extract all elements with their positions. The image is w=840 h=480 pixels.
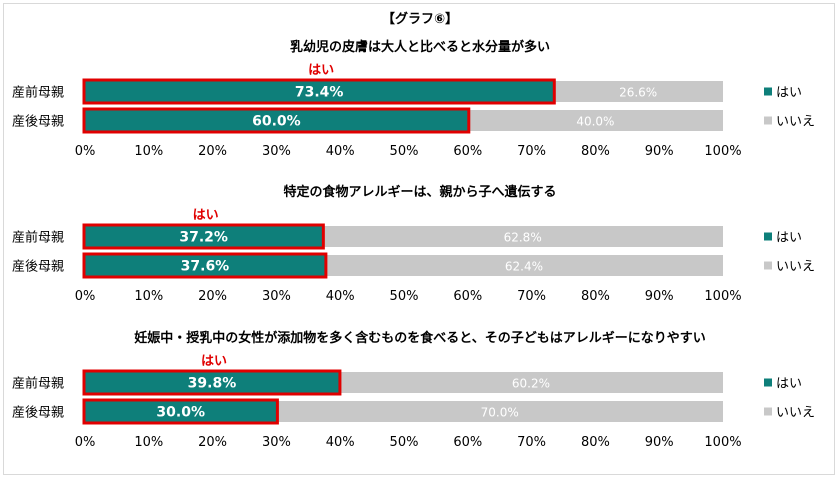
legend-swatch xyxy=(764,87,772,96)
bar-yes-highlight xyxy=(82,252,328,279)
legend-swatch xyxy=(764,232,772,241)
bar-yes-highlight xyxy=(82,107,471,134)
data-label-no: 62.8% xyxy=(504,231,542,245)
x-tick-label: 30% xyxy=(262,435,291,450)
data-label-yes: 39.8% xyxy=(188,376,237,392)
x-tick-label: 20% xyxy=(198,144,227,159)
panel-title: 妊娠中・授乳中の女性が添加物を多く含むものを食べると、その子どもはアレルギーにな… xyxy=(134,330,705,346)
x-tick-label: 30% xyxy=(262,144,291,159)
x-tick-label: 30% xyxy=(262,289,291,304)
bar-yes-highlight xyxy=(82,223,325,250)
data-label-no: 70.0% xyxy=(481,406,519,420)
x-tick-label: 100% xyxy=(704,289,741,304)
x-tick-label: 10% xyxy=(134,289,163,304)
data-label-no: 40.0% xyxy=(576,115,614,129)
x-tick-label: 50% xyxy=(390,144,419,159)
x-tick-label: 90% xyxy=(645,144,674,159)
highlight-label: はい xyxy=(308,63,334,78)
data-label-no: 62.4% xyxy=(505,260,543,274)
data-label-yes: 73.4% xyxy=(295,85,344,101)
x-tick-label: 60% xyxy=(453,144,482,159)
x-tick-label: 50% xyxy=(390,289,419,304)
x-tick-label: 90% xyxy=(645,289,674,304)
x-tick-label: 40% xyxy=(326,144,355,159)
bar-yes xyxy=(85,226,323,247)
bar-yes xyxy=(85,81,554,102)
chart-frame xyxy=(3,3,835,475)
bar-yes-highlight xyxy=(82,78,556,105)
bar-no xyxy=(276,401,723,422)
bar-yes xyxy=(85,255,325,276)
highlight-label: はい xyxy=(193,208,219,223)
legend-label: いいえ xyxy=(776,260,815,275)
bar-no xyxy=(322,226,723,247)
legend-label: いいえ xyxy=(776,406,815,421)
x-tick-label: 100% xyxy=(704,144,741,159)
category-label: 産後母親 xyxy=(12,405,64,421)
x-tick-label: 20% xyxy=(198,289,227,304)
bar-no xyxy=(467,110,723,131)
data-label-yes: 60.0% xyxy=(252,114,301,130)
x-tick-label: 60% xyxy=(453,289,482,304)
x-tick-label: 90% xyxy=(645,435,674,450)
panel-title: 乳幼児の皮膚は大人と比べると水分量が多い xyxy=(290,39,550,55)
x-tick-label: 80% xyxy=(581,289,610,304)
x-tick-label: 60% xyxy=(453,435,482,450)
legend-swatch xyxy=(764,378,772,387)
x-tick-label: 70% xyxy=(517,144,546,159)
panel-title: 特定の食物アレルギーは、親から子へ遺伝する xyxy=(283,184,556,200)
bar-yes xyxy=(85,372,339,393)
legend-swatch xyxy=(764,407,772,416)
x-tick-label: 40% xyxy=(326,289,355,304)
x-tick-label: 20% xyxy=(198,435,227,450)
bar-yes-highlight xyxy=(82,398,279,425)
data-label-yes: 37.6% xyxy=(181,259,230,275)
x-tick-label: 10% xyxy=(134,144,163,159)
x-tick-label: 70% xyxy=(517,289,546,304)
bar-yes xyxy=(85,110,468,131)
category-label: 産前母親 xyxy=(12,85,64,101)
bar-no xyxy=(338,372,723,393)
category-label: 産後母親 xyxy=(12,114,64,130)
legend-label: いいえ xyxy=(776,115,815,130)
x-tick-label: 0% xyxy=(75,435,96,450)
x-tick-label: 0% xyxy=(75,144,96,159)
x-tick-label: 80% xyxy=(581,435,610,450)
category-label: 産前母親 xyxy=(12,376,64,392)
bar-yes-highlight xyxy=(82,369,342,396)
legend-label: はい xyxy=(776,86,802,101)
legend-swatch xyxy=(764,261,772,270)
x-tick-label: 0% xyxy=(75,289,96,304)
bar-yes xyxy=(85,401,277,422)
x-tick-label: 10% xyxy=(134,435,163,450)
highlight-label: はい xyxy=(201,354,227,369)
data-label-no: 26.6% xyxy=(619,86,657,100)
main-title: 【グラフ⑥】 xyxy=(382,11,458,27)
data-label-yes: 30.0% xyxy=(156,405,205,421)
data-label-no: 60.2% xyxy=(512,377,550,391)
x-tick-label: 40% xyxy=(326,435,355,450)
bar-no xyxy=(324,255,723,276)
legend-swatch xyxy=(764,116,772,125)
data-label-yes: 37.2% xyxy=(179,230,228,246)
x-tick-label: 70% xyxy=(517,435,546,450)
bar-no xyxy=(553,81,723,102)
x-tick-label: 100% xyxy=(704,435,741,450)
category-label: 産前母親 xyxy=(12,230,64,246)
legend-label: はい xyxy=(776,377,802,392)
category-label: 産後母親 xyxy=(12,259,64,275)
x-tick-label: 80% xyxy=(581,144,610,159)
x-tick-label: 50% xyxy=(390,435,419,450)
legend-label: はい xyxy=(776,231,802,246)
